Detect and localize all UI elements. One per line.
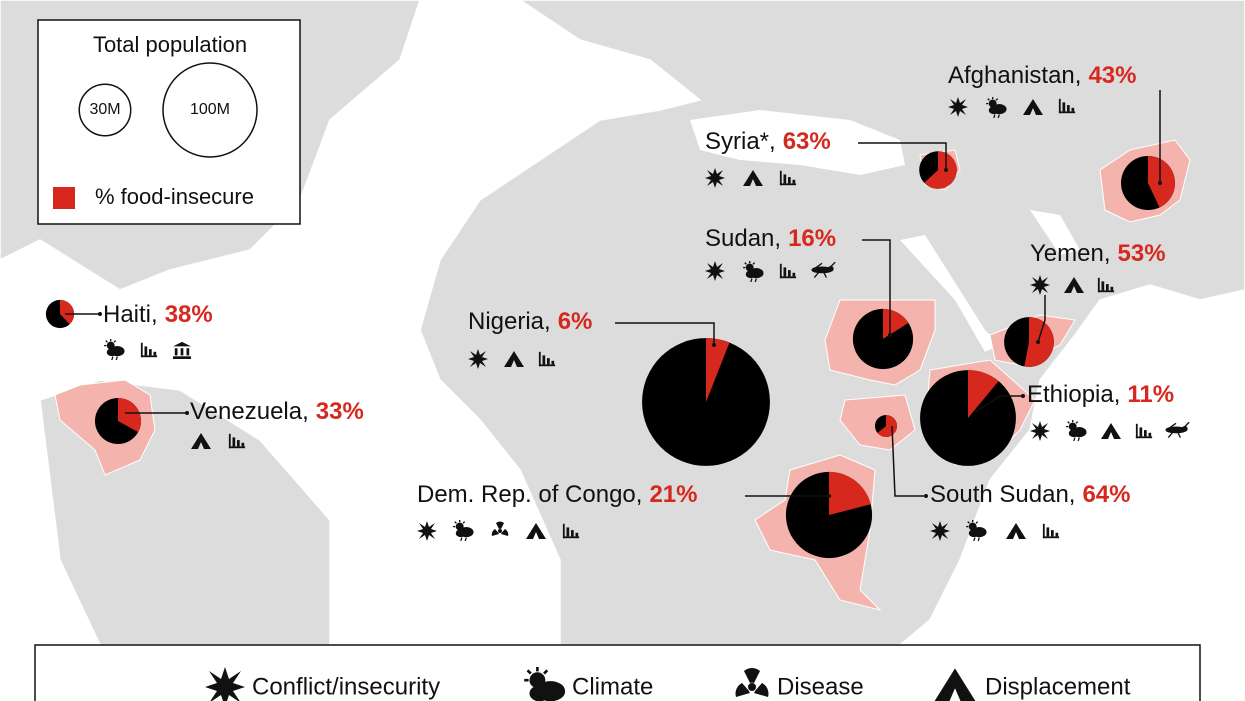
- leader-dot: [944, 168, 948, 172]
- country-name: Yemen,: [1030, 240, 1111, 267]
- country-name: Afghanistan,: [948, 62, 1081, 89]
- food-insecure-pct: 6%: [558, 308, 593, 335]
- food-insecure-pct: 38%: [165, 301, 213, 328]
- leader-line: [615, 322, 715, 345]
- leader-dot: [1158, 181, 1162, 185]
- country-label: Dem. Rep. of Congo, 21%: [417, 481, 698, 508]
- country-label: Venezuela, 33%: [190, 398, 364, 425]
- leader-dot: [827, 494, 831, 498]
- legend-label: Disease: [777, 673, 864, 700]
- food-insecure-pct: 64%: [1082, 481, 1130, 508]
- legend-label: % food-insecure: [95, 184, 254, 209]
- country-label: Ethiopia, 11%: [1027, 381, 1174, 408]
- country-label: Haiti, 38%: [103, 301, 213, 328]
- country-label: Afghanistan, 43%: [948, 62, 1136, 89]
- country-label: South Sudan, 64%: [930, 481, 1131, 508]
- pie-wedge: [829, 471, 871, 515]
- size-circle: [162, 62, 258, 158]
- leader-dot: [888, 333, 892, 337]
- leader-dot: [1036, 340, 1040, 344]
- size-circles: 30M 100M: [78, 62, 258, 158]
- leader-dot: [98, 312, 102, 316]
- pie-wedge: [60, 299, 75, 325]
- leader-dot: [924, 494, 928, 498]
- country-name: Dem. Rep. of Congo,: [417, 481, 642, 508]
- food-insecure-pct: 33%: [316, 398, 364, 425]
- country-name: Venezuela,: [190, 398, 309, 425]
- country-name: South Sudan,: [930, 481, 1075, 508]
- legend-swatch: [53, 187, 75, 209]
- water: [690, 110, 1080, 352]
- size-label: 100M: [190, 101, 230, 118]
- country-name: Nigeria,: [468, 308, 551, 335]
- pie-wedge: [968, 370, 999, 418]
- leader-line: [974, 395, 1023, 413]
- leader-dot: [712, 343, 716, 347]
- leader-dot: [1021, 394, 1025, 398]
- factor-legend: Conflict/insecurity Climate Disease Disp…: [34, 644, 1201, 701]
- legend-label: Climate: [572, 673, 653, 700]
- country-label: Yemen, 53%: [1030, 240, 1166, 267]
- size-legend: Total population 30M 100M % food-insecure: [37, 19, 301, 225]
- pie-wedge: [924, 151, 957, 189]
- legend-label: Displacement: [985, 673, 1131, 700]
- size-circle: [78, 83, 132, 137]
- leader-line: [862, 239, 891, 335]
- leader-line: [1037, 295, 1046, 343]
- leader-line: [891, 425, 926, 497]
- country-name: Sudan,: [705, 225, 781, 252]
- food-insecure-pct: 53%: [1118, 240, 1166, 267]
- legend-label: Conflict/insecurity: [252, 673, 440, 700]
- country-name: Syria*,: [705, 128, 776, 155]
- country-label: Sudan, 16%: [705, 225, 836, 252]
- pie-wedge: [706, 338, 730, 402]
- country-name: Haiti,: [103, 301, 158, 328]
- size-label: 30M: [89, 101, 120, 118]
- pie-wedge: [118, 397, 142, 433]
- food-insecure-pct: 16%: [788, 225, 836, 252]
- country-label: Syria*, 63%: [705, 128, 831, 155]
- food-insecure-pct: 63%: [783, 128, 831, 155]
- country-name: Ethiopia,: [1027, 381, 1120, 408]
- food-insecure-pct: 43%: [1088, 62, 1136, 89]
- food-insecure-pct: 21%: [649, 481, 697, 508]
- food-insecure-pct: 11%: [1127, 381, 1174, 408]
- legend-title: Total population: [93, 32, 247, 57]
- country-label: Nigeria, 6%: [468, 308, 592, 335]
- pies: Afghanistan, 43% Syria*, 63% Sudan, 16% Yemen,…: [45, 62, 1175, 559]
- leader-dot: [185, 411, 189, 415]
- leader-line: [858, 142, 947, 170]
